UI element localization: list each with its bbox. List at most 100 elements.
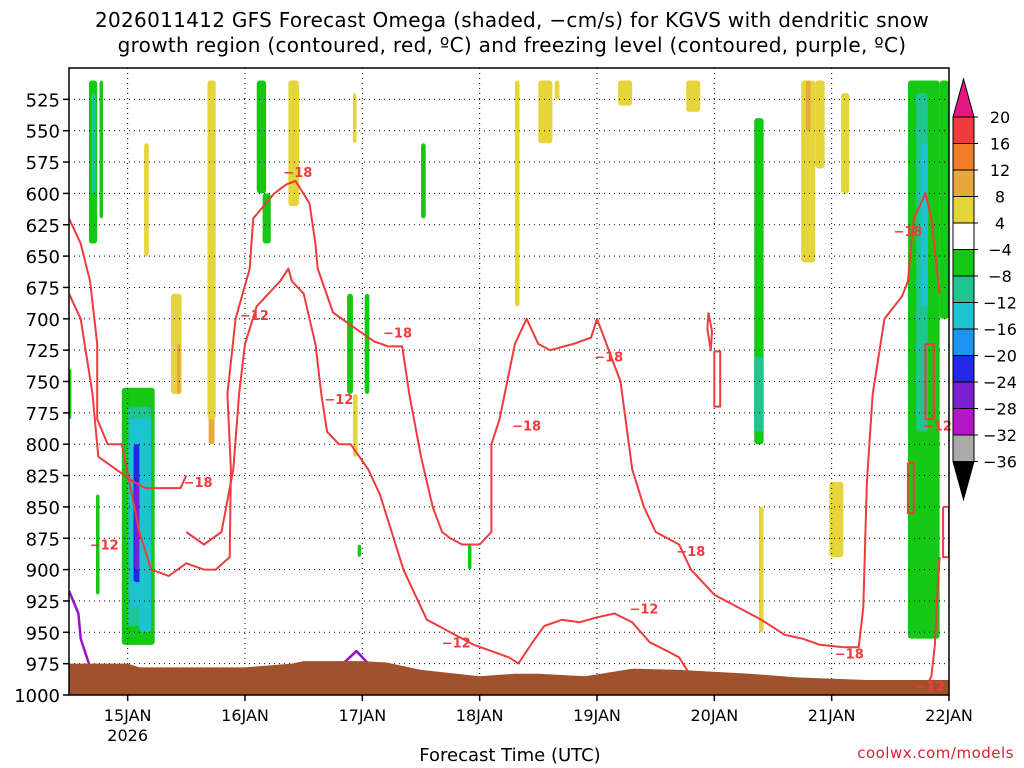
y-tick-label: 700 (26, 310, 60, 331)
x-tick-label: 20JAN (690, 706, 738, 725)
y-tick-label: 950 (26, 623, 60, 644)
colorbar-swatch (952, 275, 975, 303)
dgz-contour-line (69, 293, 188, 490)
omega-cell (815, 80, 825, 169)
freezing-level-contour (69, 590, 91, 664)
x-tick-label: 19JAN (573, 706, 621, 725)
colorbar-swatch (952, 434, 975, 462)
dgz-contour-line (69, 179, 941, 649)
colorbar-swatch (952, 249, 975, 277)
colorbar-label: −24 (983, 373, 1017, 392)
chart-title-line-2: growth region (contoured, red, ºC) and f… (117, 33, 907, 57)
omega-cell (514, 80, 520, 307)
omega-cell (939, 80, 949, 319)
x-tick-label: 16JAN (221, 706, 269, 725)
omega-cell (288, 80, 299, 206)
colorbar-label: −16 (983, 320, 1017, 339)
y-tick-label: 550 (26, 122, 60, 143)
y-tick-label: 625 (26, 216, 60, 237)
dgz-contour-label: −18 (594, 350, 623, 365)
omega-cell (352, 93, 357, 144)
colorbar-swatch (952, 196, 975, 224)
colorbar-label: 20 (990, 108, 1010, 127)
colorbar-swatch (952, 302, 975, 330)
contour-layer (69, 179, 949, 690)
x-tick-label: 21JAN (808, 706, 856, 725)
colorbar-label: −28 (983, 400, 1017, 419)
y-tick-label: 775 (26, 404, 60, 425)
dgz-contour-line (713, 350, 722, 408)
dgz-contour-label: −12 (442, 636, 471, 651)
colorbar-swatch (952, 222, 975, 250)
colorbar-label: −12 (983, 294, 1017, 313)
omega-cell (758, 506, 764, 633)
colorbar-label: 12 (990, 161, 1010, 180)
omega-cell (144, 143, 149, 257)
omega-cell (347, 293, 353, 395)
omega-cell (139, 419, 152, 633)
x-tick-label: 17JAN (338, 706, 386, 725)
omega-cell (801, 80, 816, 263)
omega-cell (554, 80, 560, 100)
dgz-contour-label: −12 (629, 602, 658, 617)
dgz-contour-label: −12 (240, 309, 269, 324)
dgz-contour-line (185, 267, 692, 677)
y-tick-label: 925 (26, 592, 60, 613)
y-tick-label: 1000 (14, 686, 60, 707)
omega-cell (207, 80, 216, 420)
dgz-contour-label: −12 (324, 393, 353, 408)
dgz-contour-label: −12 (923, 419, 952, 434)
terrain-fill (69, 661, 949, 695)
colorbar-arrow-bottom (952, 461, 975, 502)
omega-cell (421, 143, 426, 219)
y-tick-label: 900 (26, 561, 60, 582)
colorbar-swatch (952, 116, 975, 144)
dgz-contour-line (706, 312, 713, 352)
y-tick-label: 875 (26, 529, 60, 550)
colorbar-arrow-top (952, 77, 975, 118)
colorbar-swatch (952, 328, 975, 356)
colorbar-label: −20 (983, 347, 1017, 366)
omega-cell (841, 93, 850, 194)
terrain-layer (69, 661, 949, 695)
omega-cell (91, 93, 96, 194)
dgz-contour-line (942, 505, 949, 559)
y-tick-label: 650 (26, 247, 60, 268)
x-tick-label: 22JAN (925, 706, 973, 725)
dgz-contour-label: −18 (383, 327, 412, 342)
colorbar-label: −4 (988, 241, 1012, 260)
y-tick-label: 850 (26, 498, 60, 519)
colorbar-swatch (952, 143, 975, 171)
contour-label-layer: −12 −18 −12 −18 −12 −18 −12 −18 −18 −12 −18 −18 −18 −… (90, 166, 952, 695)
omega-cell (99, 80, 104, 219)
site-credit: coolwx.com/models (857, 744, 1014, 762)
colorbar-label: −32 (983, 426, 1017, 445)
dgz-contour-line (906, 462, 915, 515)
x-tick-label: 15JAN (104, 706, 152, 725)
dgz-contour-line (924, 342, 935, 421)
colorbar-label: −36 (983, 453, 1017, 472)
dgz-contour-label: −12 (90, 539, 119, 554)
omega-cell (467, 544, 472, 570)
omega-cell (364, 293, 370, 395)
omega-cell (357, 544, 362, 558)
dgz-contour-label: −18 (893, 225, 922, 240)
omega-cell (754, 356, 764, 432)
y-tick-label: 825 (26, 467, 60, 488)
y-tick-label: 725 (26, 341, 60, 362)
dgz-contour-label: −18 (676, 545, 705, 560)
omega-cell (176, 343, 181, 395)
x-axis-label: Forecast Time (UTC) (419, 745, 601, 766)
x-tick-label: 18JAN (456, 706, 504, 725)
dgz-contour-label: −18 (283, 166, 312, 181)
colorbar: 20 16 12 8 4 −4 −8 −12 −16 −20 −24 −28 −32 −36 (952, 77, 1017, 502)
omega-cell (95, 494, 100, 595)
colorbar-swatch (952, 355, 975, 383)
y-tick-label: 575 (26, 153, 60, 174)
omega-cell (256, 80, 267, 194)
dgz-contour-label: −12 (916, 680, 945, 695)
chart-title-line-1: 2026011412 GFS Forecast Omega (shaded, −… (94, 8, 930, 32)
y-tick-label: 800 (26, 435, 60, 456)
omega-cell (686, 80, 701, 112)
